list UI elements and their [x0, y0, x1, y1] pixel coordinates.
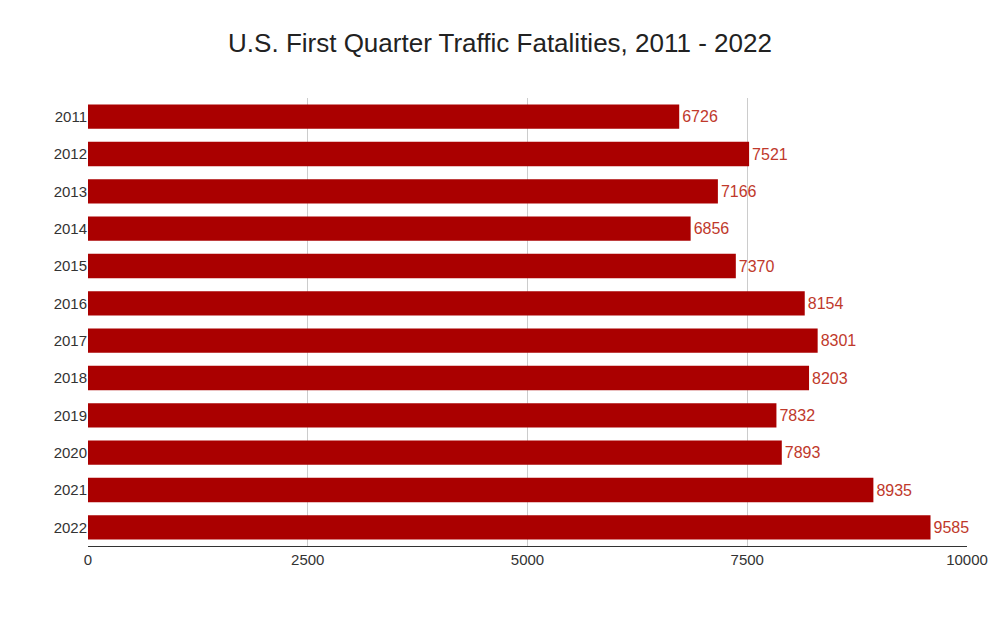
svg-text:2022: 2022 — [54, 519, 87, 536]
svg-text:7521: 7521 — [752, 146, 788, 163]
svg-text:2013: 2013 — [54, 183, 87, 200]
svg-text:7370: 7370 — [739, 258, 775, 275]
svg-text:6856: 6856 — [694, 220, 730, 237]
svg-text:10000: 10000 — [946, 551, 988, 568]
svg-text:5000: 5000 — [511, 551, 544, 568]
svg-text:8203: 8203 — [812, 370, 848, 387]
svg-text:2019: 2019 — [54, 407, 87, 424]
svg-text:8154: 8154 — [808, 295, 844, 312]
svg-text:2021: 2021 — [54, 481, 87, 498]
svg-text:7832: 7832 — [779, 407, 815, 424]
svg-text:2016: 2016 — [54, 295, 87, 312]
svg-text:2500: 2500 — [291, 551, 324, 568]
svg-text:7500: 7500 — [731, 551, 764, 568]
svg-text:7893: 7893 — [785, 444, 821, 461]
svg-text:9585: 9585 — [934, 519, 970, 536]
svg-text:2012: 2012 — [54, 145, 87, 162]
svg-text:7166: 7166 — [721, 183, 757, 200]
svg-text:0: 0 — [84, 551, 92, 568]
svg-text:6726: 6726 — [682, 108, 718, 125]
svg-text:2015: 2015 — [54, 257, 87, 274]
svg-text:2017: 2017 — [54, 332, 87, 349]
svg-text:U.S. First Quarter Traffic Fat: U.S. First Quarter Traffic Fatalities, 2… — [228, 28, 772, 58]
svg-text:8301: 8301 — [821, 332, 857, 349]
svg-text:2020: 2020 — [54, 444, 87, 461]
svg-text:2014: 2014 — [54, 220, 87, 237]
svg-text:8935: 8935 — [876, 482, 912, 499]
svg-text:2018: 2018 — [54, 369, 87, 386]
svg-text:2011: 2011 — [55, 108, 87, 125]
